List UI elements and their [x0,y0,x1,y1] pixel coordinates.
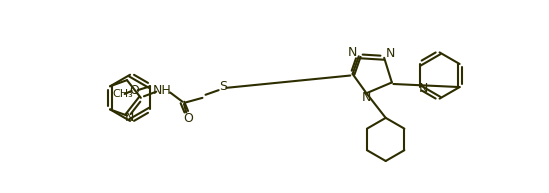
Text: O: O [130,84,139,97]
Text: N: N [385,47,395,60]
Text: N: N [419,82,428,95]
Text: NH: NH [153,84,172,97]
Text: O: O [183,112,193,125]
Text: CH₃: CH₃ [112,89,133,99]
Text: N: N [348,46,357,59]
Text: N: N [362,91,371,104]
Text: N: N [125,111,134,124]
Text: S: S [219,80,227,93]
